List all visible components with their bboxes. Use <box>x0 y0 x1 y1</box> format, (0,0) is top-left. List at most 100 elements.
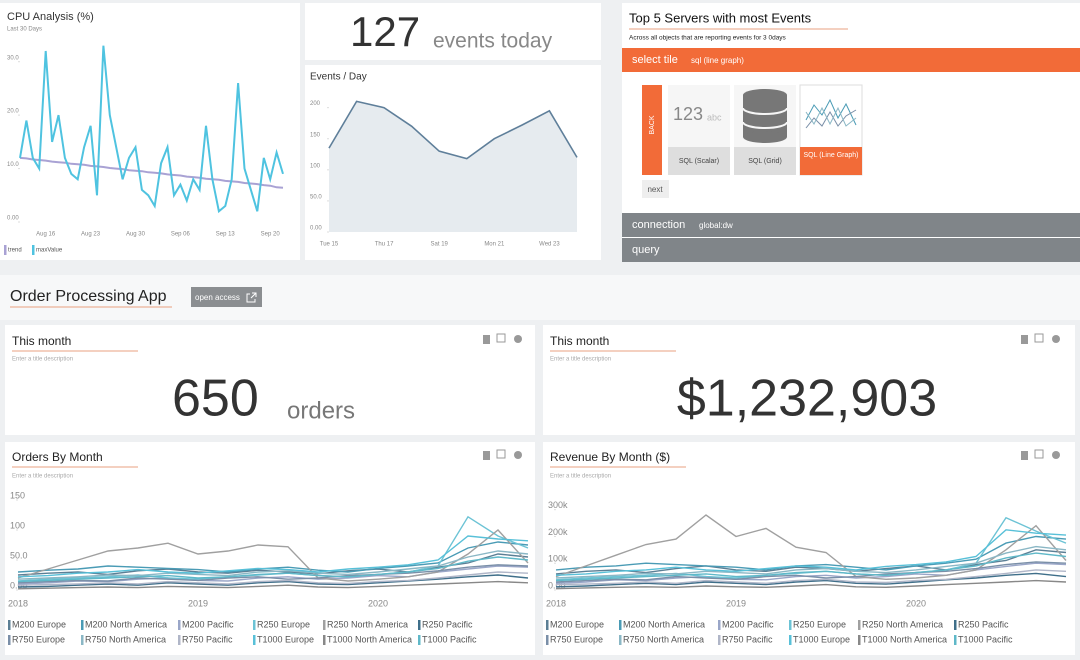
x-tick-label: 2019 <box>188 598 208 608</box>
legend-label: T1000 North America <box>327 634 412 644</box>
delete-icon[interactable] <box>483 335 490 344</box>
x-tick-label: 2018 <box>546 598 566 608</box>
x-tick-label: Aug 30 <box>126 232 146 238</box>
open-access-button[interactable] <box>191 287 262 307</box>
legend-label: R750 Europe <box>12 634 65 644</box>
legend-label: R750 Pacific <box>182 634 233 644</box>
legend-swatch <box>81 620 84 630</box>
legend-swatch <box>32 245 35 255</box>
y-tick-label: 30.0 <box>7 55 19 61</box>
copy-icon[interactable] <box>1034 449 1044 459</box>
section-label: connection <box>632 219 685 231</box>
legend-label: R250 Pacific <box>422 619 473 629</box>
legend-label: R250 North America <box>327 619 408 629</box>
x-tick-label: Mon 21 <box>484 242 505 248</box>
legend-swatch <box>954 635 957 645</box>
y-tick-label: 100 <box>310 163 321 169</box>
series-line <box>17 564 529 584</box>
big-number: $1,232,903 <box>677 370 937 428</box>
tile-description: Enter a title description <box>550 357 611 363</box>
legend-label: R750 Pacific <box>722 634 773 644</box>
settings-icon[interactable] <box>1052 335 1060 343</box>
y-tick-label: 0.00 <box>310 226 322 232</box>
panel-subtitle: Across all objects that are reporting ev… <box>629 35 787 42</box>
legend-swatch <box>8 635 11 645</box>
next-label: next <box>647 185 663 194</box>
legend-swatch <box>8 620 11 630</box>
line-graph-icon <box>805 98 857 129</box>
legend-label: trend <box>8 248 22 254</box>
series-line <box>555 514 1067 581</box>
legend-swatch <box>323 635 326 645</box>
legend-label: M200 Pacific <box>182 619 234 629</box>
x-tick-label: 2018 <box>8 598 28 608</box>
tile-option-label: SQL (Grid) <box>748 158 782 165</box>
x-tick-label: 2020 <box>906 598 926 608</box>
chart-title: CPU Analysis (%) <box>7 11 94 23</box>
settings-icon[interactable] <box>1052 451 1060 459</box>
x-tick-label: Tue 15 <box>320 242 339 248</box>
chart-subtitle: Enter a title description <box>12 474 73 480</box>
legend-swatch <box>253 620 256 630</box>
x-tick-label: Aug 16 <box>36 232 56 238</box>
big-number-unit: events today <box>433 30 553 53</box>
y-tick-label: 50.0 <box>10 550 28 560</box>
tile-option-label: SQL (Line Graph) <box>804 152 859 159</box>
y-tick-label: 10.0 <box>7 162 19 168</box>
legend-label: R750 North America <box>623 634 704 644</box>
area-fill <box>329 101 577 233</box>
legend-label: T1000 Pacific <box>958 634 1013 644</box>
legend-swatch <box>619 635 622 645</box>
database-icon <box>742 89 788 143</box>
series-line <box>17 556 529 583</box>
external-icon <box>246 292 257 303</box>
legend-swatch <box>858 620 861 630</box>
legend-label: R250 Europe <box>793 619 846 629</box>
legend-swatch <box>718 635 721 645</box>
x-tick-label: Wed 23 <box>539 242 560 248</box>
y-tick-label: 20.0 <box>7 109 19 115</box>
series-line <box>17 571 529 586</box>
delete-icon[interactable] <box>1021 451 1028 460</box>
series-line <box>555 552 1067 582</box>
series-line <box>555 572 1067 588</box>
y-tick-label: 50.0 <box>310 194 322 200</box>
legend-label: maxValue <box>36 248 63 254</box>
copy-icon[interactable] <box>1034 333 1044 343</box>
select-tile-bar[interactable] <box>622 48 1080 72</box>
delete-icon[interactable] <box>483 451 490 460</box>
delete-icon[interactable] <box>1021 335 1028 344</box>
connection-bar[interactable] <box>622 213 1080 237</box>
tile-option-footer <box>734 147 796 175</box>
tile-option-footer <box>800 147 862 175</box>
orders-tile <box>5 325 535 435</box>
copy-icon[interactable] <box>496 333 506 343</box>
settings-icon[interactable] <box>514 335 522 343</box>
legend-label: M200 North America <box>623 619 705 629</box>
legend-swatch <box>418 620 421 630</box>
x-tick-label: Sep 06 <box>171 232 191 238</box>
y-tick-label: 200 <box>310 101 321 107</box>
series-line <box>17 550 529 580</box>
back-button[interactable] <box>642 85 662 175</box>
tile-description: Enter a title description <box>12 357 73 363</box>
copy-icon[interactable] <box>496 449 506 459</box>
legend-swatch <box>418 635 421 645</box>
legend-label: R750 North America <box>85 634 166 644</box>
legend-swatch <box>323 620 326 630</box>
tile-title: This month <box>12 334 71 348</box>
next-button[interactable] <box>642 180 669 198</box>
chart-title: Events / Day <box>310 72 367 83</box>
tile-toolbar <box>483 333 1060 460</box>
legend-label: R250 North America <box>862 619 943 629</box>
query-bar[interactable] <box>622 238 1080 262</box>
section-value: sql (line graph) <box>691 56 744 65</box>
legend-label: M200 Europe <box>12 619 66 629</box>
settings-icon[interactable] <box>514 451 522 459</box>
tile-title: This month <box>550 334 609 348</box>
app-header <box>0 275 1080 320</box>
y-tick-label: 300k <box>548 500 568 510</box>
x-tick-label: 2020 <box>368 598 388 608</box>
series-line <box>17 580 529 590</box>
